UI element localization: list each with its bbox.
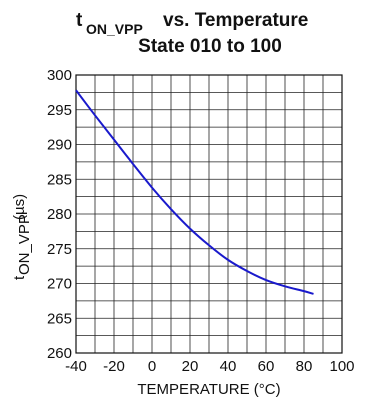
y-tick-label: 285 <box>47 171 72 188</box>
y-tick-label: 280 <box>47 206 72 223</box>
x-tick-label: -40 <box>65 358 87 375</box>
y-axis-label-main: t <box>11 275 28 280</box>
x-axis-label: TEMPERATURE (°C) <box>137 381 280 398</box>
chart-subtitle: State 010 to 100 <box>138 36 282 57</box>
grid <box>75 74 343 354</box>
series-group <box>75 89 314 295</box>
series-line <box>75 89 314 295</box>
plot-frame <box>75 74 343 354</box>
y-tick-label: 270 <box>47 276 72 293</box>
x-tick-labels: -40 -20 0 20 40 60 80 100 <box>65 358 354 375</box>
title-main: t <box>76 10 83 31</box>
x-tick-label: 0 <box>148 358 156 375</box>
y-axis-label: t ON_VPP (µs) <box>11 194 33 280</box>
x-tick-label: 40 <box>220 358 237 375</box>
x-tick-label: 80 <box>296 358 313 375</box>
y-tick-label: 265 <box>47 310 72 327</box>
x-tick-label: 20 <box>182 358 199 375</box>
y-tick-label: 275 <box>47 241 72 258</box>
x-tick-label: 100 <box>329 358 354 375</box>
y-tick-label: 295 <box>47 102 72 119</box>
y-tick-label: 290 <box>47 137 72 154</box>
x-tick-label: -20 <box>103 358 125 375</box>
title-subscript: ON_VPP <box>86 21 143 37</box>
y-tick-label: 260 <box>47 345 72 362</box>
chart-title: t ON_VPP vs. Temperature State 010 to 10… <box>76 10 308 57</box>
x-tick-label: 60 <box>258 358 275 375</box>
title-suffix: vs. Temperature <box>163 10 308 31</box>
y-axis-label-suffix: (µs) <box>11 194 28 220</box>
y-axis-label-subscript: ON_VPP <box>16 214 33 275</box>
y-tick-labels: 260 265 270 275 280 285 290 295 300 <box>47 67 72 362</box>
y-tick-label: 300 <box>47 67 72 84</box>
